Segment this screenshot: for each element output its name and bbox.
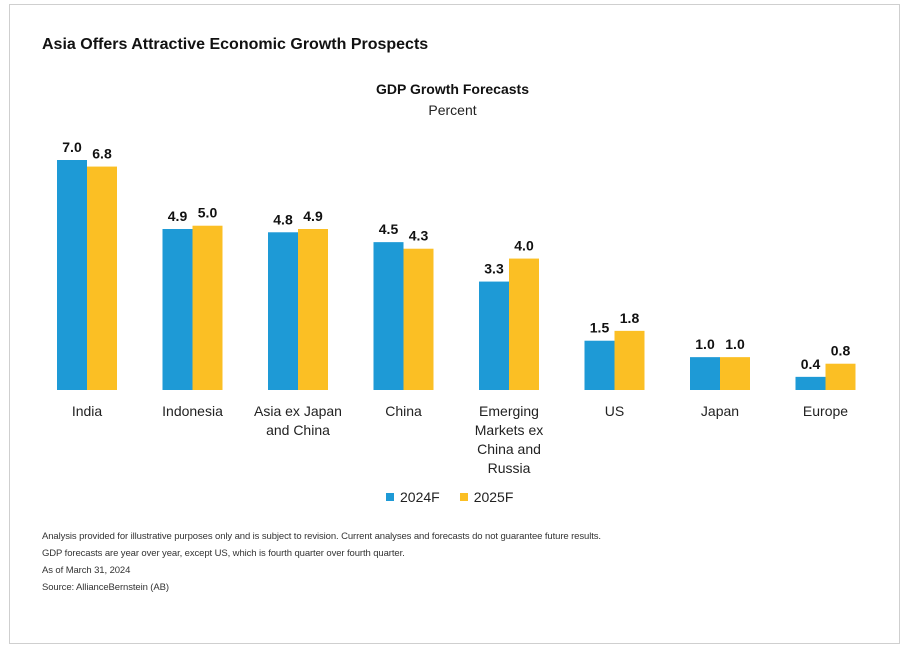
data-label-europe-2025f: 0.8 bbox=[831, 343, 851, 359]
category-label-line: Emerging bbox=[479, 403, 539, 419]
category-label-line: Russia bbox=[488, 460, 531, 476]
bar-us-2025f bbox=[614, 330, 645, 390]
bar-europe-2024f bbox=[795, 376, 826, 390]
data-label-japan-2025f: 1.0 bbox=[725, 336, 745, 352]
category-label-china: China bbox=[385, 403, 422, 419]
legend: 2024F 2025F bbox=[386, 489, 513, 505]
category-label-india: India bbox=[72, 403, 103, 419]
footnotes: Analysis provided for illustrative purpo… bbox=[42, 528, 601, 596]
category-label-line: Asia ex Japan bbox=[254, 403, 342, 419]
footnote-as-of-date: As of March 31, 2024 bbox=[42, 565, 131, 576]
data-label-india-2025f: 6.8 bbox=[92, 146, 112, 162]
bar-indonesia-2025f bbox=[192, 225, 223, 390]
data-label-emerging-markets-ex-china-and-russia-2024f: 3.3 bbox=[484, 261, 504, 277]
bar-china-2024f bbox=[373, 242, 404, 390]
card-title: Asia Offers Attractive Economic Growth P… bbox=[42, 36, 429, 53]
data-label-us-2024f: 1.5 bbox=[590, 320, 610, 336]
category-label-japan: Japan bbox=[701, 403, 739, 419]
data-label-emerging-markets-ex-china-and-russia-2025f: 4.0 bbox=[514, 238, 534, 254]
category-label-line: China and bbox=[477, 441, 541, 457]
data-label-us-2025f: 1.8 bbox=[620, 310, 640, 326]
bar-japan-2024f bbox=[690, 357, 720, 390]
category-label-line: Indonesia bbox=[162, 403, 223, 419]
category-label-line: Japan bbox=[701, 403, 739, 419]
category-label-line: US bbox=[605, 403, 624, 419]
bar-asia-ex-japan-and-china-2025f bbox=[298, 229, 328, 390]
footnote-source: Source: AllianceBernstein (AB) bbox=[42, 582, 169, 593]
bar-europe-2025f bbox=[825, 363, 856, 390]
chart-title: GDP Growth Forecasts bbox=[375, 81, 529, 97]
footnote-methodology: GDP forecasts are year over year, except… bbox=[42, 548, 405, 559]
chart-subtitle: Percent bbox=[428, 102, 477, 118]
category-label-us: US bbox=[605, 403, 624, 419]
category-label-europe: Europe bbox=[803, 403, 848, 419]
category-label-indonesia: Indonesia bbox=[162, 403, 223, 419]
legend-swatch-2024f bbox=[386, 493, 394, 501]
data-label-india-2024f: 7.0 bbox=[62, 139, 82, 155]
data-label-asia-ex-japan-and-china-2025f: 4.9 bbox=[303, 208, 323, 224]
category-label-line: China bbox=[385, 403, 422, 419]
data-label-japan-2024f: 1.0 bbox=[695, 336, 715, 352]
data-label-indonesia-2024f: 4.9 bbox=[168, 208, 188, 224]
data-label-europe-2024f: 0.4 bbox=[801, 356, 821, 372]
data-label-indonesia-2025f: 5.0 bbox=[198, 205, 218, 221]
legend-item-2025f: 2025F bbox=[459, 489, 514, 505]
card-frame bbox=[9, 4, 900, 644]
legend-swatch-2025f bbox=[459, 493, 468, 501]
data-label-china-2025f: 4.3 bbox=[409, 228, 429, 244]
data-label-china-2024f: 4.5 bbox=[379, 221, 399, 237]
category-label-asia-ex-japan-and-china: Asia ex Japan and China bbox=[254, 403, 342, 438]
bar-china-2025f bbox=[403, 248, 434, 390]
data-label-asia-ex-japan-and-china-2024f: 4.8 bbox=[273, 211, 293, 227]
bar-emerging-markets-ex-china-and-russia-2025f bbox=[509, 258, 539, 390]
bar-india-2025f bbox=[87, 166, 117, 390]
bar-india-2024f bbox=[57, 160, 87, 390]
bar-japan-2025f bbox=[720, 357, 750, 390]
footnote-disclaimer: Analysis provided for illustrative purpo… bbox=[42, 531, 601, 542]
category-label-line: India bbox=[72, 403, 103, 419]
bar-us-2024f bbox=[584, 340, 615, 390]
legend-item-2024f: 2024F bbox=[386, 489, 440, 505]
bar-asia-ex-japan-and-china-2024f bbox=[268, 232, 298, 390]
category-label-line: Europe bbox=[803, 403, 848, 419]
legend-label-2024f: 2024F bbox=[400, 489, 440, 505]
bar-indonesia-2024f bbox=[162, 229, 193, 390]
category-label-line: Markets ex bbox=[475, 422, 543, 438]
category-label-emerging-markets-ex-china-and-russia: Emerging Markets ex China and Russia bbox=[475, 403, 543, 476]
bar-emerging-markets-ex-china-and-russia-2024f bbox=[479, 281, 509, 390]
legend-label-2025f: 2025F bbox=[473, 489, 514, 505]
category-label-line: and China bbox=[266, 422, 330, 438]
